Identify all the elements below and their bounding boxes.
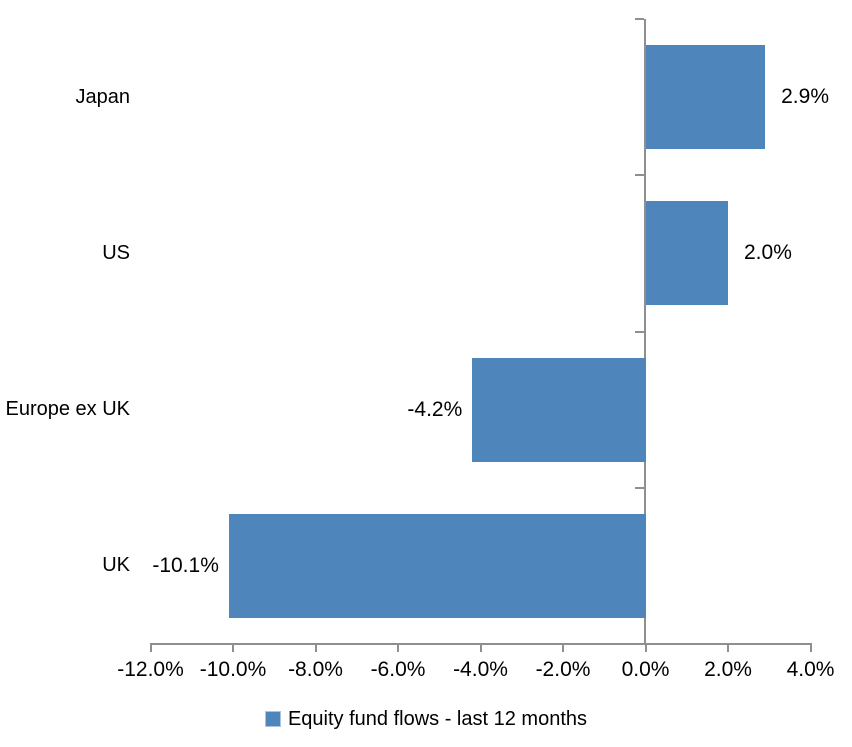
legend-label: Equity fund flows - last 12 months	[287, 707, 588, 730]
value-label-us: 2.0%	[744, 241, 792, 265]
x-tick-mark	[149, 644, 152, 652]
x-tick-label: -8.0%	[288, 658, 343, 681]
legend-swatch-icon	[264, 711, 281, 727]
category-label-uk: UK	[102, 554, 130, 577]
x-tick-label: -2.0%	[535, 658, 591, 681]
x-tick-mark	[809, 644, 812, 652]
category-axis-tick	[635, 330, 644, 333]
x-tick-mark	[727, 644, 729, 652]
category-axis-line	[644, 19, 646, 644]
x-tick-mark	[397, 644, 399, 652]
category-axis-tick	[635, 18, 644, 20]
category-axis-tick	[635, 486, 644, 489]
x-tick-label: 2.0%	[704, 658, 752, 681]
bar-europe-ex-uk	[472, 357, 646, 462]
x-tick-label: -6.0%	[370, 658, 426, 681]
x-tick-label: -10.0%	[199, 658, 267, 681]
x-tick-mark	[644, 644, 647, 652]
x-tick-mark	[562, 644, 564, 652]
bar-japan	[645, 45, 766, 150]
bar-uk	[228, 513, 646, 618]
category-label-us: US	[102, 241, 130, 264]
value-label-uk: -10.1%	[152, 553, 219, 577]
x-tick-mark	[479, 644, 482, 652]
x-tick-mark	[314, 644, 317, 652]
bar-us	[645, 201, 728, 306]
category-axis-tick	[635, 174, 644, 177]
category-label-japan: Japan	[75, 85, 131, 108]
x-tick-label: -4.0%	[453, 658, 508, 681]
value-label-europe-ex-uk: -4.2%	[407, 397, 463, 421]
x-tick-label: 0.0%	[621, 658, 670, 681]
value-label-japan: 2.9%	[781, 85, 829, 109]
chart-legend: Equity fund flows - last 12 months	[0, 704, 852, 734]
x-tick-mark	[232, 644, 234, 652]
category-label-europe-ex-uk: Europe ex UK	[5, 398, 130, 421]
x-tick-label: -12.0%	[117, 658, 184, 681]
x-tick-label: 4.0%	[786, 658, 835, 681]
